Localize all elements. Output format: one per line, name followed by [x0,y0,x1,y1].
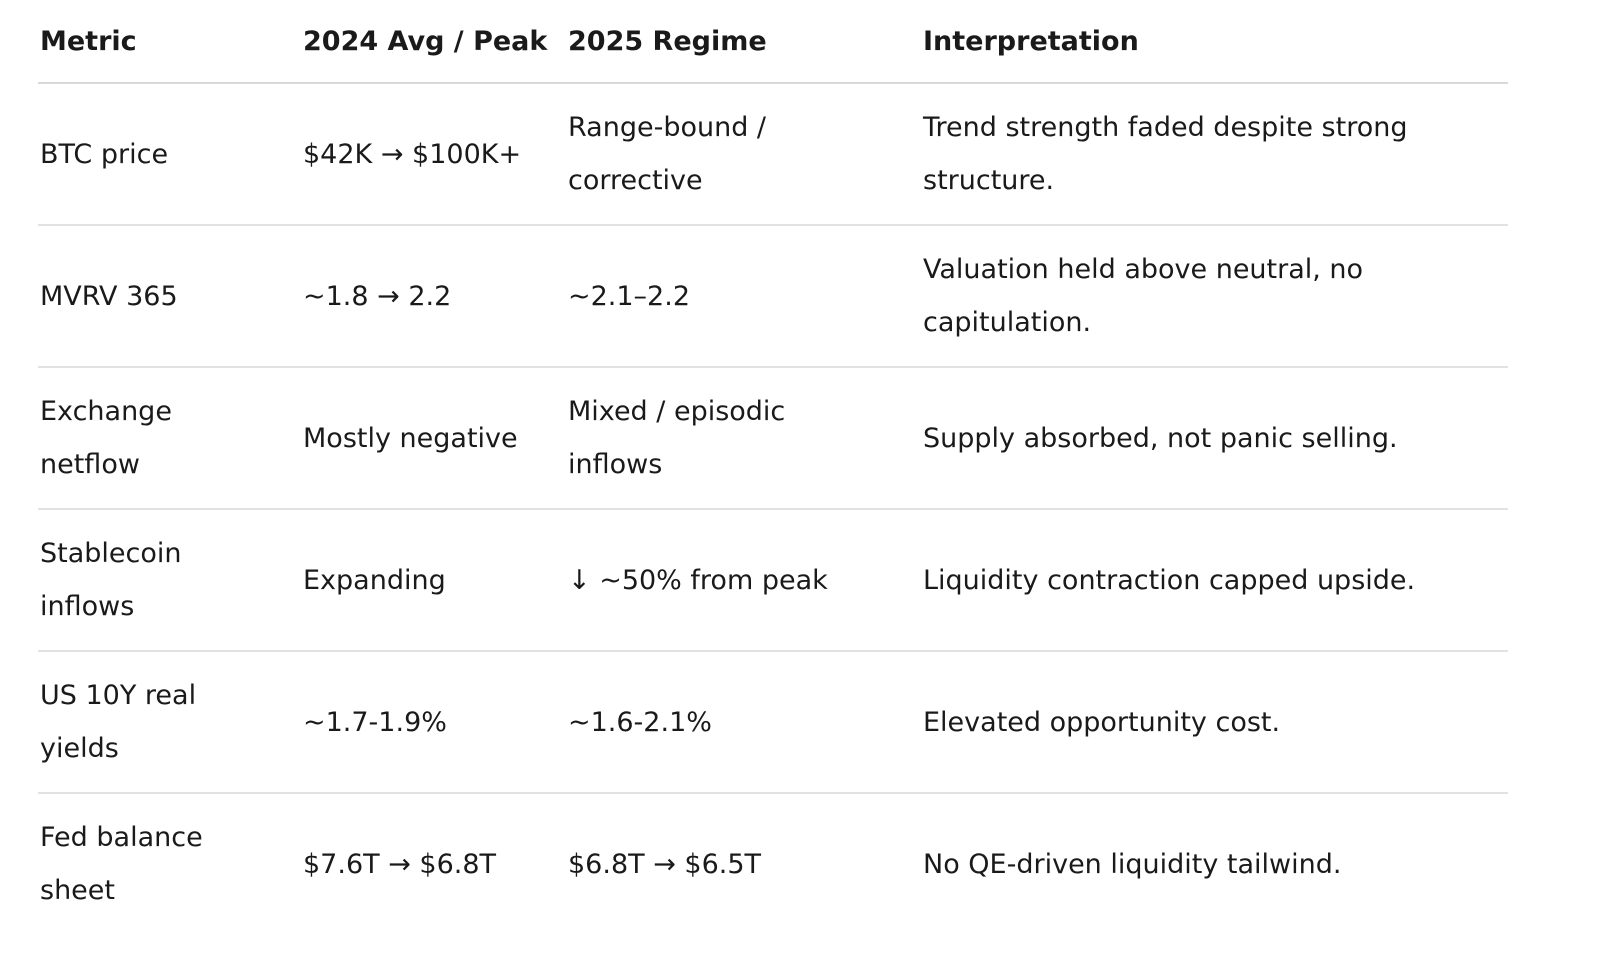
table-row: Stablecoin inflows Expanding ↓ ~50% from p… [38,509,1508,652]
table-cell: US 10Y real yields [38,651,301,794]
table-cell: Trend strength faded despite strong stru… [921,83,1508,226]
table-cell: ~1.6-2.1% [566,651,921,794]
table-cell: Range-bound / corrective [566,83,921,226]
table-row: US 10Y real yields ~1.7-1.9% ~1.6-2.1% Elev… [38,651,1508,794]
data-table: Metric 2024 Avg / Peak 2025 Regime Interpre… [38,0,1508,934]
header-cell: Metric [38,0,301,84]
header-cell: 2024 Avg / Peak [301,0,566,84]
table-cell: Valuation held above neutral, no capitul… [921,225,1508,368]
table-body: BTC price $42K → $100K+ Range-bound / corr… [38,83,1508,934]
table-cell: $7.6T → $6.8T [303,848,497,880]
table-cell: Elevated opportunity cost. [921,651,1508,794]
table-cell: $6.8T → $6.5T [568,848,762,880]
table-cell: $42K → $100K+ [301,83,566,226]
table-cell: Mostly negative [301,367,566,510]
table-cell: Expanding [301,509,566,652]
header-row: Metric 2024 Avg / Peak 2025 Regime Interpre… [38,0,1508,84]
table-cell: No QE-driven liquidity tailwind. [923,848,1342,880]
table-cell: ~1.8 → 2.2 [301,225,566,368]
table-cell: Fed balance sheet [40,822,203,906]
table-row: Exchange netflow Mostly negative Mixed / e… [38,367,1508,510]
header-cell: 2025 Regime [566,0,921,84]
table-row: Fed balance sheet $7.6T → $6.8T $6.8T → $6… [38,793,1508,934]
table-cell: BTC price [38,83,301,226]
table-cell: Supply absorbed, not panic selling. [921,367,1508,510]
table-row: MVRV 365 ~1.8 → 2.2 ~2.1–2.2 Valuation held… [38,225,1508,368]
header-cell: Interpretation [921,0,1508,84]
table-cell: Liquidity contraction capped upside. [921,509,1508,652]
table-cell: MVRV 365 [38,225,301,368]
table-cell: ~1.7-1.9% [301,651,566,794]
table-row: BTC price $42K → $100K+ Range-bound / corr… [38,83,1508,226]
table-cell: Stablecoin inflows [38,509,301,652]
table-cell: Mixed / episodic inflows [566,367,921,510]
table-cell: Exchange netflow [38,367,301,510]
table-cell: ~2.1–2.2 [566,225,921,368]
table-cell: ↓ ~50% from peak [566,509,921,652]
